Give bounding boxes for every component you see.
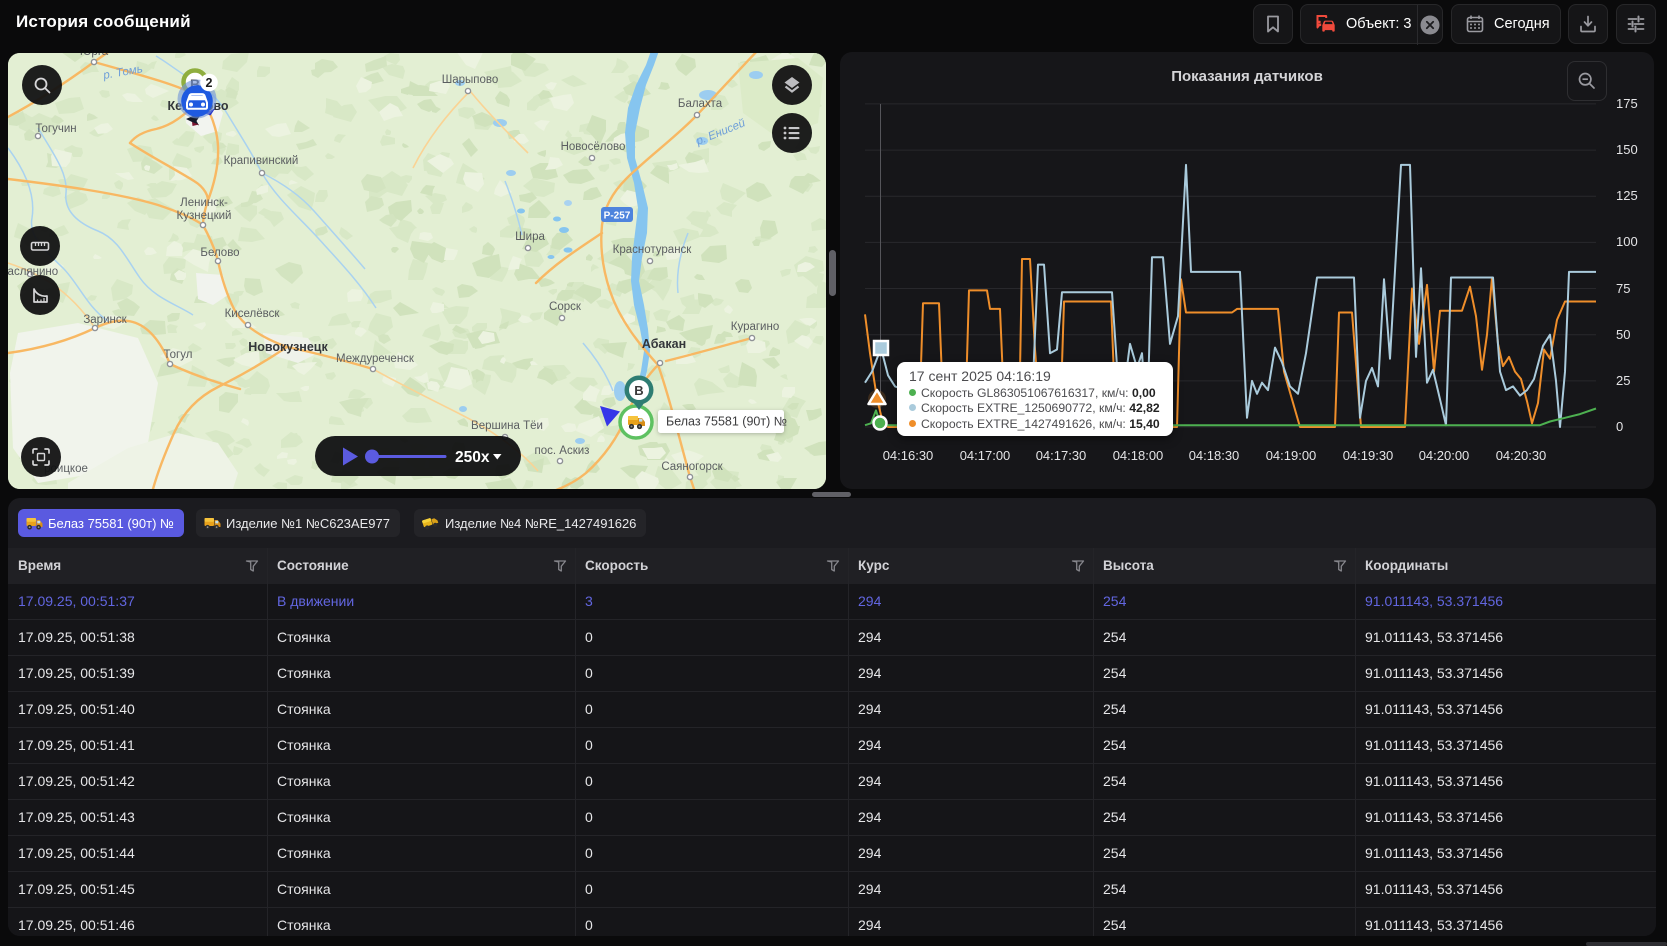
- svg-text:Заринск: Заринск: [83, 314, 127, 326]
- svg-text:B: B: [634, 383, 643, 398]
- svg-text:Кузнецкий: Кузнецкий: [177, 210, 232, 222]
- svg-text:пос. Аскиз: пос. Аскиз: [535, 445, 590, 457]
- svg-text:Шира: Шира: [515, 231, 545, 243]
- svg-text:Тогул: Тогул: [164, 349, 193, 361]
- svg-text:Новокузнецк: Новокузнецк: [248, 340, 328, 354]
- svg-text:Балахта: Балахта: [678, 98, 723, 110]
- svg-text:2: 2: [206, 76, 213, 90]
- svg-text:Курагино: Курагино: [731, 321, 779, 333]
- svg-text:Междуреченск: Междуреченск: [336, 353, 415, 365]
- svg-text:Краснотуранск: Краснотуранск: [613, 244, 693, 256]
- svg-text:Юрга: Юрга: [80, 53, 109, 58]
- svg-text:Шарыпово: Шарыпово: [442, 74, 499, 86]
- svg-text:Киселёвск: Киселёвск: [225, 308, 281, 320]
- svg-text:Белаз 75581 (90т) №: Белаз 75581 (90т) №: [666, 415, 787, 429]
- svg-text:Крапивинский: Крапивинский: [224, 155, 299, 167]
- svg-text:Ленинск-: Ленинск-: [180, 197, 228, 209]
- svg-text:Сорск: Сорск: [549, 301, 582, 313]
- svg-text:Вершина Тёи: Вершина Тёи: [471, 420, 543, 432]
- svg-text:Р-257: Р-257: [604, 211, 631, 222]
- svg-text:250x: 250x: [455, 449, 490, 466]
- svg-text:Абакан: Абакан: [642, 337, 686, 351]
- svg-text:Тогучин: Тогучин: [35, 123, 76, 135]
- svg-text:Белово: Белово: [200, 247, 239, 259]
- svg-text:Новосёлово: Новосёлово: [561, 141, 626, 153]
- svg-text:Саяногорск: Саяногорск: [661, 461, 723, 473]
